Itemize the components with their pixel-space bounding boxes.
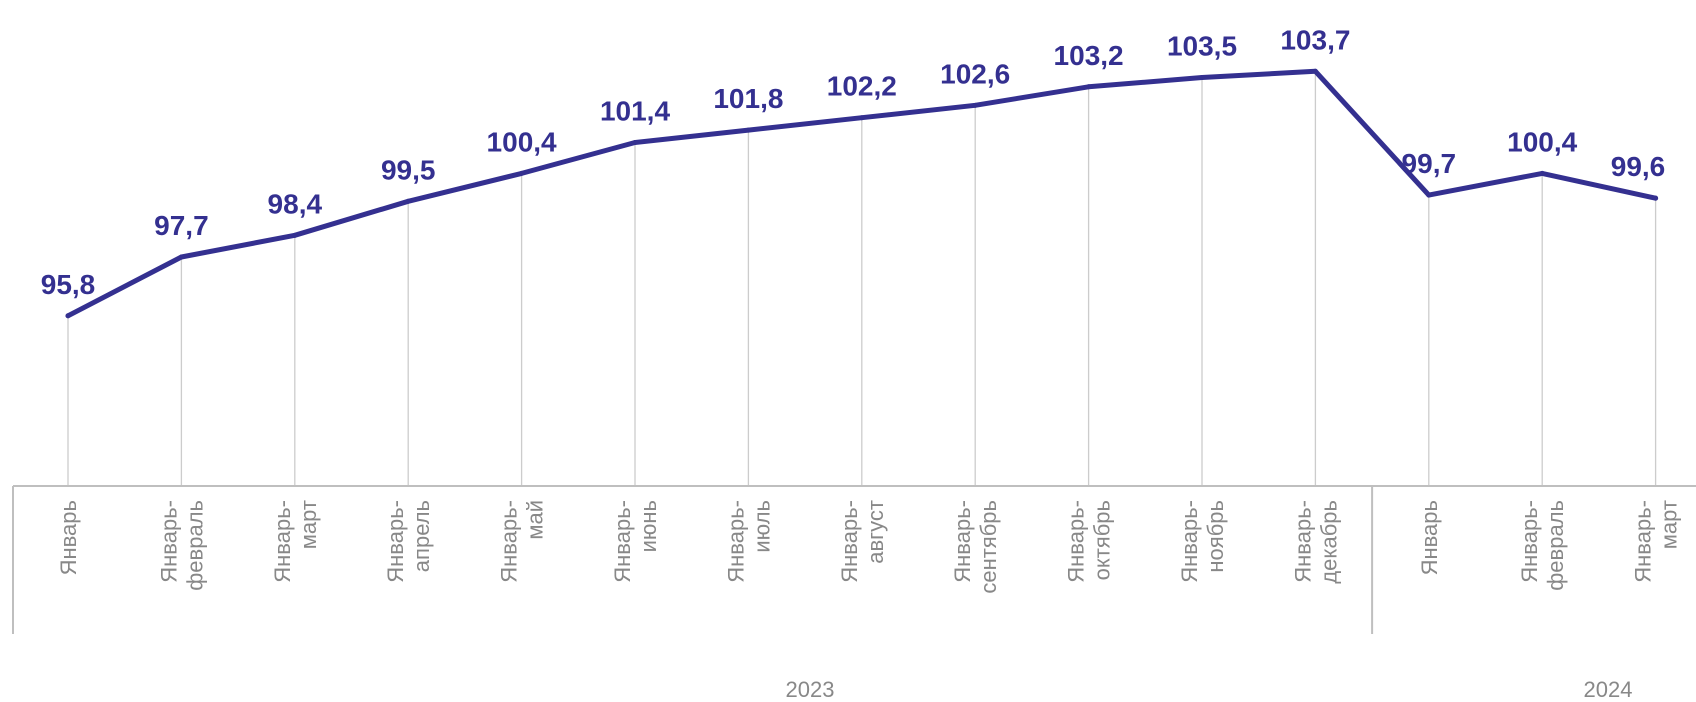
data-point [519,170,525,176]
category-axis [12,485,1696,634]
data-labels: 95,8 97,7 98,4 99,5 100,4 101,4 101,8 102,2 102,… [41,24,1666,299]
category-label: Январь [56,500,81,575]
svg-text:Январь-апрель: Январь-апрель [383,500,434,583]
data-label: 99,6 [1611,151,1666,182]
svg-text:Январь-ноябрь: Январь-ноябрь [1177,500,1228,583]
svg-text:Январь: Январь [56,500,81,575]
category-label: Январь-июнь [610,500,661,583]
svg-text:Январь-август: Январь-август [837,500,888,583]
data-point [745,127,751,133]
category-label: Январь-май [497,500,548,583]
data-label: 98,4 [268,188,323,219]
year-label: 2024 [1584,677,1633,702]
svg-text:Январь-февраль: Январь-февраль [156,500,207,591]
category-labels: Январь Январь-февраль Январь-март Январь-ап… [56,500,1682,594]
data-label: 103,5 [1167,30,1237,61]
data-label: 99,7 [1402,148,1457,179]
category-label: Январь-сентябрь [950,500,1001,594]
data-point [1653,195,1659,201]
category-label: Январь-апрель [383,500,434,583]
data-point [632,139,638,145]
category-label: Январь-ноябрь [1177,500,1228,583]
svg-text:Январь: Январь [1417,500,1442,575]
data-point [178,254,184,260]
data-point [972,102,978,108]
data-label: 100,4 [487,126,557,157]
category-label: Январь-февраль [156,500,207,591]
year-label: 2023 [786,677,835,702]
svg-text:Январь-сентябрь: Январь-сентябрь [950,500,1001,594]
svg-text:Январь-октябрь: Январь-октябрь [1064,500,1115,583]
data-point [292,232,298,238]
data-label: 99,5 [381,154,436,185]
data-point [65,313,71,319]
data-point [1312,68,1318,74]
data-point [1426,192,1432,198]
data-label: 102,2 [827,71,897,102]
data-label: 102,6 [940,58,1010,89]
data-point [1086,84,1092,90]
svg-text:Январь-февраль: Январь-февраль [1517,500,1568,591]
data-point [859,115,865,121]
data-label: 101,8 [713,83,783,114]
data-label: 103,2 [1054,40,1124,71]
data-label: 97,7 [154,210,209,241]
category-label: Январь-март [1631,500,1682,583]
data-label: 103,7 [1280,24,1350,55]
category-label: Январь-июль [723,500,774,583]
svg-text:Январь-декабрь: Январь-декабрь [1290,500,1341,584]
year-labels: 2023 2024 [786,677,1633,702]
data-point [1539,170,1545,176]
category-label: Январь-декабрь [1290,500,1341,584]
category-label: Январь [1417,500,1442,575]
svg-text:Январь-март: Январь-март [270,500,321,583]
category-label: Январь-февраль [1517,500,1568,591]
data-label: 100,4 [1507,126,1577,157]
svg-text:Январь-март: Январь-март [1631,500,1682,583]
svg-text:Январь-май: Январь-май [497,500,548,583]
data-point [405,198,411,204]
data-label: 95,8 [41,269,96,300]
svg-text:Январь-июнь: Январь-июнь [610,500,661,583]
svg-text:Январь-июль: Январь-июль [723,500,774,583]
drop-lines [67,71,1657,486]
data-point [1199,74,1205,80]
series-line-group [65,68,1659,319]
category-label: Январь-октябрь [1064,500,1115,583]
category-label: Январь-март [270,500,321,583]
data-label: 101,4 [600,95,670,126]
category-label: Январь-август [837,500,888,583]
